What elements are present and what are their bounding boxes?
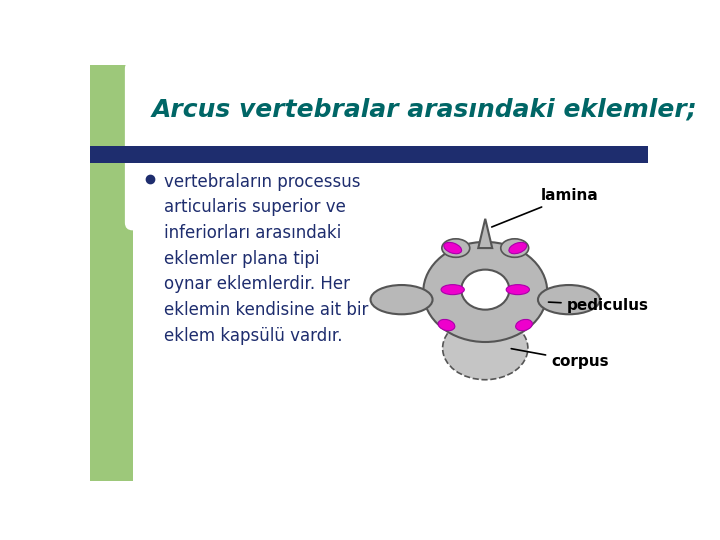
Text: corpus: corpus [511, 349, 608, 369]
Ellipse shape [500, 239, 528, 257]
Ellipse shape [509, 242, 527, 254]
Polygon shape [478, 219, 492, 248]
Ellipse shape [516, 320, 532, 330]
Text: Arcus vertebralar arasındaki eklemler;: Arcus vertebralar arasındaki eklemler; [152, 97, 698, 122]
Ellipse shape [462, 269, 509, 309]
Ellipse shape [441, 285, 464, 295]
Text: vertebraların processus
articularis superior ve
inferiorları arasındaki
eklemler: vertebraların processus articularis supe… [163, 173, 368, 345]
Ellipse shape [443, 316, 528, 380]
Text: pediculus: pediculus [549, 298, 649, 313]
Ellipse shape [423, 242, 547, 342]
Bar [90, 65, 132, 481]
Ellipse shape [442, 239, 469, 257]
Ellipse shape [538, 285, 600, 314]
Text: lamina: lamina [492, 188, 599, 227]
FancyBboxPatch shape [125, 61, 652, 231]
Ellipse shape [371, 285, 433, 314]
Ellipse shape [506, 285, 529, 295]
Bar [90, 146, 648, 163]
Ellipse shape [438, 320, 455, 330]
Ellipse shape [444, 242, 462, 254]
